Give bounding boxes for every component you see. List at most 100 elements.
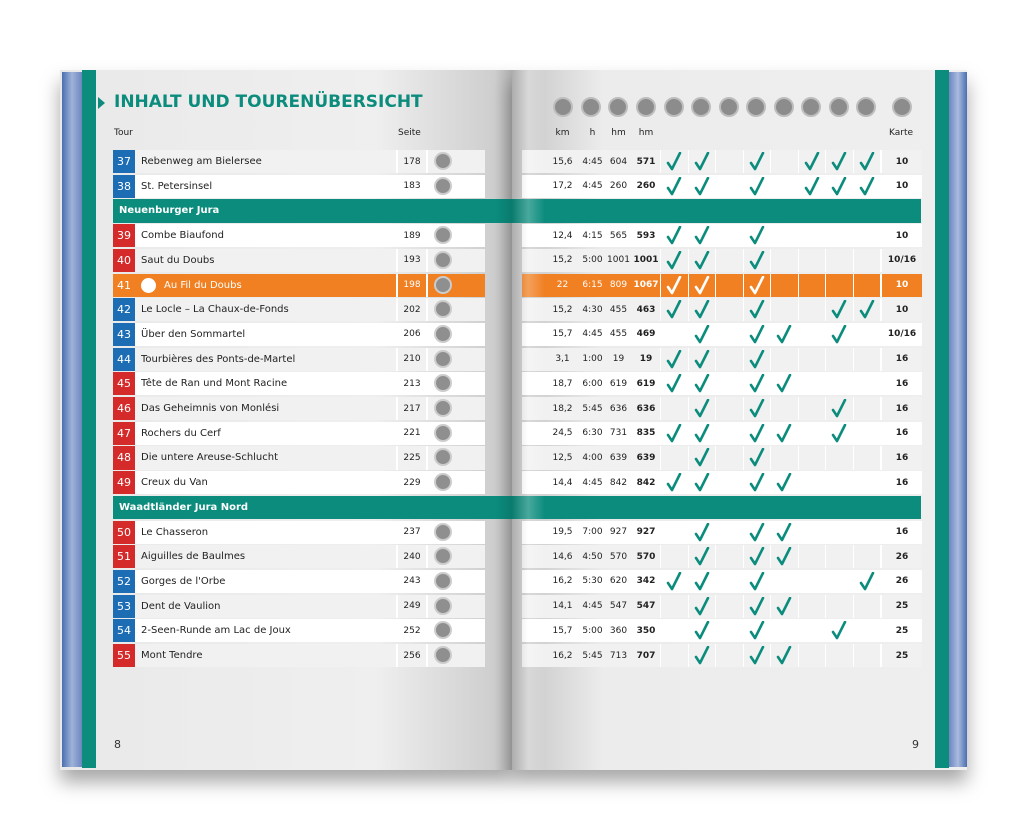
check bbox=[694, 299, 710, 319]
tour-name: Über den Sommartel bbox=[141, 328, 246, 340]
cell-divider bbox=[426, 150, 428, 174]
column-header: h bbox=[589, 128, 596, 138]
check-mark bbox=[831, 324, 847, 344]
spine-shade bbox=[495, 70, 545, 770]
cell-divider bbox=[687, 397, 689, 421]
tour-name: Le Chasseron bbox=[141, 526, 209, 538]
tour-descent: 570 bbox=[636, 551, 656, 562]
column-icon bbox=[718, 97, 739, 117]
check bbox=[776, 324, 792, 344]
cell-divider bbox=[687, 446, 689, 470]
tour-number: 55 bbox=[113, 644, 135, 668]
cell-divider bbox=[396, 248, 398, 272]
cell-divider bbox=[852, 421, 854, 445]
check bbox=[831, 423, 847, 443]
tour-number: 51 bbox=[113, 545, 135, 569]
check-mark bbox=[776, 324, 792, 344]
cell-divider bbox=[660, 174, 661, 198]
cell-divider bbox=[852, 372, 854, 396]
route-icon bbox=[434, 226, 452, 245]
map-ref: 26 bbox=[895, 551, 909, 562]
cell-divider bbox=[742, 569, 744, 594]
check-mark bbox=[749, 151, 764, 171]
check-mark bbox=[666, 571, 682, 591]
check-mark bbox=[694, 448, 709, 467]
teal-band bbox=[935, 70, 949, 768]
check bbox=[694, 546, 710, 566]
cell-divider bbox=[426, 594, 428, 618]
check bbox=[831, 398, 847, 418]
check-mark bbox=[776, 645, 792, 665]
tour-ascent: 547 bbox=[609, 601, 628, 612]
cell-divider bbox=[880, 545, 882, 569]
tour-number: 44 bbox=[113, 347, 135, 371]
check-mark bbox=[666, 423, 682, 442]
cell-divider bbox=[687, 174, 689, 198]
cell-divider bbox=[825, 594, 826, 618]
tour-time: 4:45 bbox=[582, 601, 603, 612]
check bbox=[831, 151, 847, 171]
cell-divider bbox=[687, 298, 689, 322]
check-mark bbox=[666, 250, 682, 270]
cell-divider bbox=[825, 644, 826, 668]
cell-divider bbox=[396, 322, 398, 347]
cell-divider bbox=[742, 471, 744, 495]
tour-time: 5:30 bbox=[582, 576, 603, 587]
cell-divider bbox=[742, 545, 744, 569]
cell-divider bbox=[715, 347, 716, 371]
tour-km: 12,5 bbox=[552, 452, 573, 463]
map-ref: 16 bbox=[895, 354, 909, 365]
check bbox=[859, 571, 875, 591]
cell-divider bbox=[742, 347, 744, 371]
check bbox=[776, 546, 792, 566]
cell-divider bbox=[852, 150, 854, 174]
check bbox=[749, 522, 765, 542]
cell-divider bbox=[797, 644, 799, 668]
cell-divider bbox=[660, 594, 661, 618]
tour-number: 52 bbox=[113, 569, 135, 594]
tour-name: Aiguilles de Baulmes bbox=[141, 551, 246, 563]
check bbox=[749, 596, 765, 616]
cell-divider bbox=[797, 520, 799, 544]
check bbox=[666, 472, 682, 492]
route-icon bbox=[434, 646, 452, 664]
check bbox=[694, 423, 710, 443]
check bbox=[749, 225, 765, 245]
tour-time: 4:45 bbox=[582, 477, 603, 488]
tour-name: Mont Tendre bbox=[141, 650, 203, 662]
row-background bbox=[113, 322, 485, 347]
check bbox=[694, 571, 710, 591]
route-icon bbox=[434, 176, 452, 195]
tour-name: Rochers du Cerf bbox=[141, 427, 221, 439]
map-ref: 16 bbox=[895, 527, 909, 538]
cell-divider bbox=[396, 569, 398, 594]
cell-divider bbox=[396, 619, 398, 643]
cell-divider bbox=[880, 322, 882, 347]
cell-divider bbox=[426, 347, 428, 371]
cell-divider bbox=[797, 273, 799, 297]
cell-divider bbox=[797, 619, 799, 643]
check-mark bbox=[749, 299, 764, 319]
tour-time: 7:00 bbox=[582, 527, 603, 538]
cell-divider bbox=[797, 545, 799, 569]
row-background bbox=[522, 224, 922, 248]
check bbox=[666, 151, 682, 171]
tour-time: 4:50 bbox=[582, 551, 603, 562]
cell-divider bbox=[797, 347, 799, 371]
tour-number: 49 bbox=[113, 471, 135, 495]
tour-descent: 842 bbox=[636, 477, 656, 488]
cell-divider bbox=[660, 619, 661, 643]
cell-divider bbox=[880, 421, 882, 445]
check bbox=[749, 275, 765, 295]
check bbox=[694, 225, 710, 245]
tour-descent: 463 bbox=[636, 304, 656, 315]
cell-divider bbox=[687, 273, 689, 297]
cell-divider bbox=[660, 248, 661, 272]
check-mark bbox=[749, 373, 764, 393]
check bbox=[694, 596, 710, 616]
tour-time: 1:00 bbox=[582, 354, 603, 365]
tour-ascent: 260 bbox=[609, 181, 628, 192]
page-ref: 240 bbox=[403, 551, 421, 562]
cell-divider bbox=[770, 248, 771, 272]
tour-km: 19,5 bbox=[552, 527, 573, 538]
